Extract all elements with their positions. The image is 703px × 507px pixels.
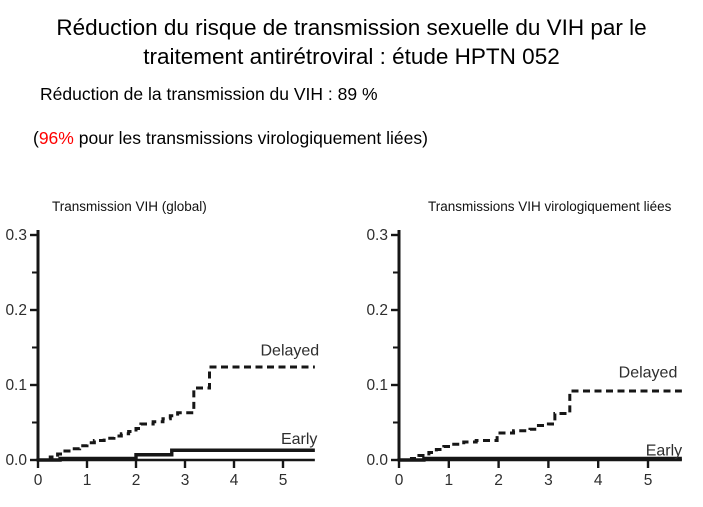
chart-linked-title: Transmissions VIH virologiquement liées: [428, 199, 672, 214]
x-tick-label: 5: [644, 472, 653, 489]
x-tick-label: 3: [544, 472, 553, 489]
x-tick-label: 5: [279, 472, 288, 489]
page-title: Réduction du risque de transmission sexu…: [0, 13, 703, 71]
note-virologically-linked: (96% pour les transmissions virologiquem…: [33, 128, 428, 149]
page-title-line-2: traitement antirétroviral : étude HPTN 0…: [143, 44, 560, 69]
x-tick-label: 2: [494, 472, 503, 489]
x-tick-label: 1: [83, 472, 92, 489]
x-tick-label: 2: [132, 472, 141, 489]
chart-global-plot: 0 1 2 3 4 5 0.0 0.1 0.2 0.3 Delayed Early: [5, 227, 320, 489]
x-tick-label: 1: [444, 472, 453, 489]
y-tick-label: 0.1: [366, 377, 388, 394]
series-early-label: Early: [646, 442, 682, 459]
y-tick-label: 0.2: [5, 302, 27, 319]
series-delayed-label: Delayed: [619, 364, 678, 381]
x-tick-label: 4: [594, 472, 603, 489]
series-delayed-label: Delayed: [261, 343, 320, 360]
y-tick-label: 0.3: [366, 227, 388, 244]
series-delayed-curve: [399, 389, 682, 462]
subtitle-reduction: Réduction de la transmission du VIH : 89…: [40, 84, 378, 104]
page-title-line-1: Réduction du risque de transmission sexu…: [56, 15, 647, 40]
y-tick-label: 0.0: [5, 452, 27, 469]
x-tick-label: 4: [230, 472, 239, 489]
chart-global-title: Transmission VIH (global): [52, 199, 207, 214]
chart-transmission-linked: Transmissions VIH virologiquement liées …: [352, 190, 703, 507]
y-tick-label: 0.1: [5, 377, 27, 394]
y-tick-label: 0.0: [366, 452, 388, 469]
x-tick-label: 3: [181, 472, 190, 489]
x-tick-label: 0: [34, 472, 43, 489]
series-early-curve: [399, 456, 682, 462]
x-tick-label: 0: [395, 472, 404, 489]
highlight-96: 96%: [38, 128, 74, 148]
note-suffix: pour les transmissions virologiquement l…: [73, 128, 428, 148]
series-early-label: Early: [281, 431, 317, 448]
y-tick-label: 0.2: [366, 302, 388, 319]
y-tick-label: 0.3: [5, 227, 27, 244]
note-prefix: (: [33, 128, 39, 148]
chart-linked-plot: 0 1 2 3 4 5 0.0 0.1 0.2 0.3 Delayed Early: [366, 227, 682, 489]
chart-transmission-global: Transmission VIH (global) 0 1 2 3 4 5 0.0 0.1 0.…: [0, 190, 352, 507]
series-delayed-curve: [38, 365, 315, 462]
series-early-curve: [38, 448, 315, 462]
